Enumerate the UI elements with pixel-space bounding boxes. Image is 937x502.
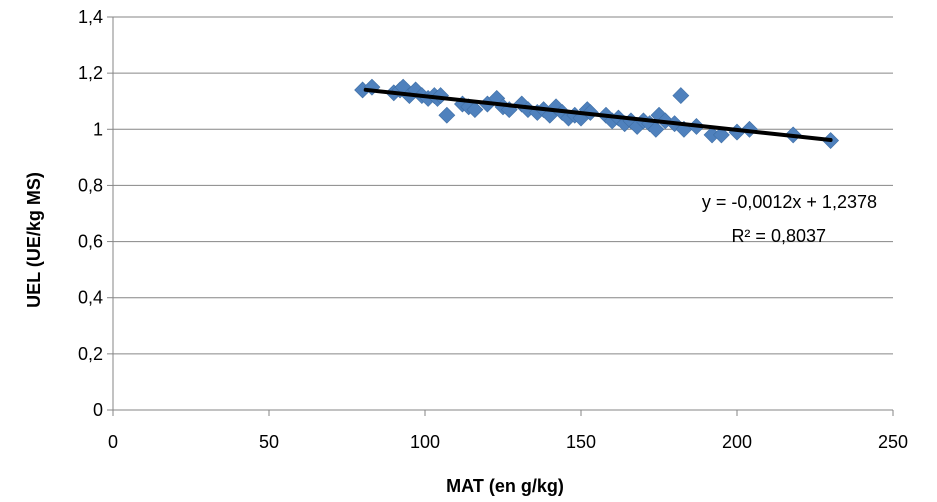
data-point [647, 120, 665, 138]
gridlines [113, 16, 893, 355]
y-tick-label: 0,2 [78, 344, 103, 364]
x-tick-label: 250 [878, 432, 908, 452]
y-tick-label: 0 [93, 400, 103, 420]
data-point [438, 106, 456, 124]
y-axis-title: UEL (UE/kg MS) [24, 172, 44, 308]
data-point [466, 101, 484, 119]
r-squared-label: R² = 0,8037 [731, 226, 826, 246]
y-tick-label: 1 [93, 119, 103, 139]
x-axis-title: MAT (en g/kg) [446, 476, 564, 496]
trendline [363, 87, 833, 143]
x-tick-label: 200 [722, 432, 752, 452]
x-tick-label: 50 [259, 432, 279, 452]
y-tick-label: 1,2 [78, 63, 103, 83]
y-tick-label: 0,4 [78, 288, 103, 308]
y-tick-label: 1,4 [78, 7, 103, 27]
data-point [672, 87, 690, 105]
x-tick-label: 100 [410, 432, 440, 452]
trendline-equation: y = -0,0012x + 1,2378 [702, 192, 877, 212]
y-tick-label: 0,6 [78, 232, 103, 252]
data-point [712, 126, 730, 144]
x-tick-label: 0 [108, 432, 118, 452]
y-tick-label: 0,8 [78, 175, 103, 195]
x-axis-ticks: 0 50 100 150 200 250 [108, 410, 908, 452]
x-tick-label: 150 [566, 432, 596, 452]
y-axis-ticks: 0 0,2 0,4 0,6 0,8 1 1,2 1,4 [78, 7, 113, 420]
